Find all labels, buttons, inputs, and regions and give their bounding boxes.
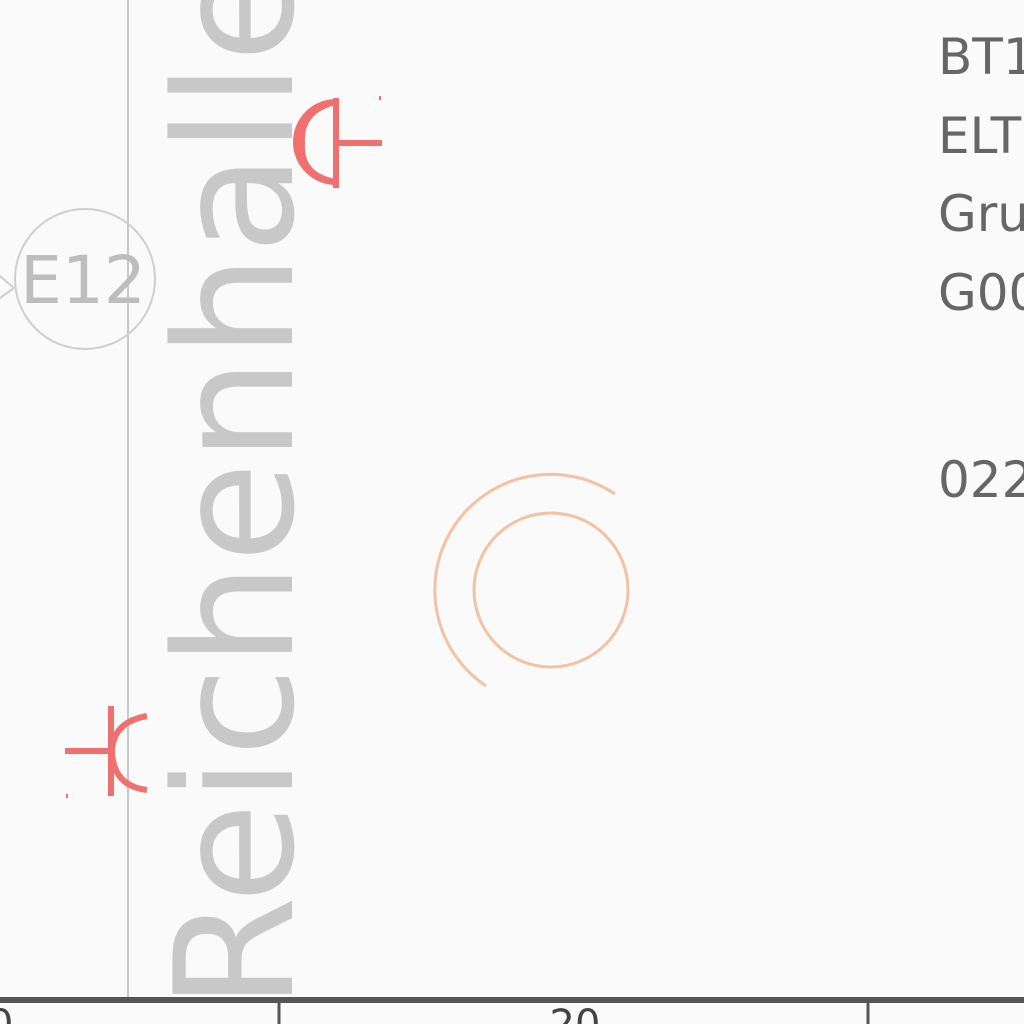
title-line-3: Gru xyxy=(938,185,1024,243)
socket-outlet-icon-2[interactable] xyxy=(65,706,148,798)
title-line-1: BT1 xyxy=(938,28,1024,86)
e12-circle xyxy=(14,208,156,350)
title-block: BT1 ELT Gru G00 022 xyxy=(938,28,1024,509)
ruler-label-middle: 20 xyxy=(550,1002,601,1024)
title-line-5: 022 xyxy=(938,451,1024,509)
e12-label: E12 xyxy=(20,242,146,319)
e12-marker[interactable]: E12 xyxy=(0,208,156,350)
socket-outlet-icon[interactable] xyxy=(293,96,382,188)
title-line-2: ELT xyxy=(938,107,1022,165)
double-circle-icon[interactable] xyxy=(433,472,630,688)
e12-arrow-icon xyxy=(0,275,15,299)
vertical-room-label: Reichenhaller xyxy=(140,0,331,1010)
title-line-4: G00 xyxy=(938,264,1024,322)
ruler-label-left: 0 xyxy=(0,1002,13,1024)
bottom-ruler: 0 20 xyxy=(0,997,1024,1024)
